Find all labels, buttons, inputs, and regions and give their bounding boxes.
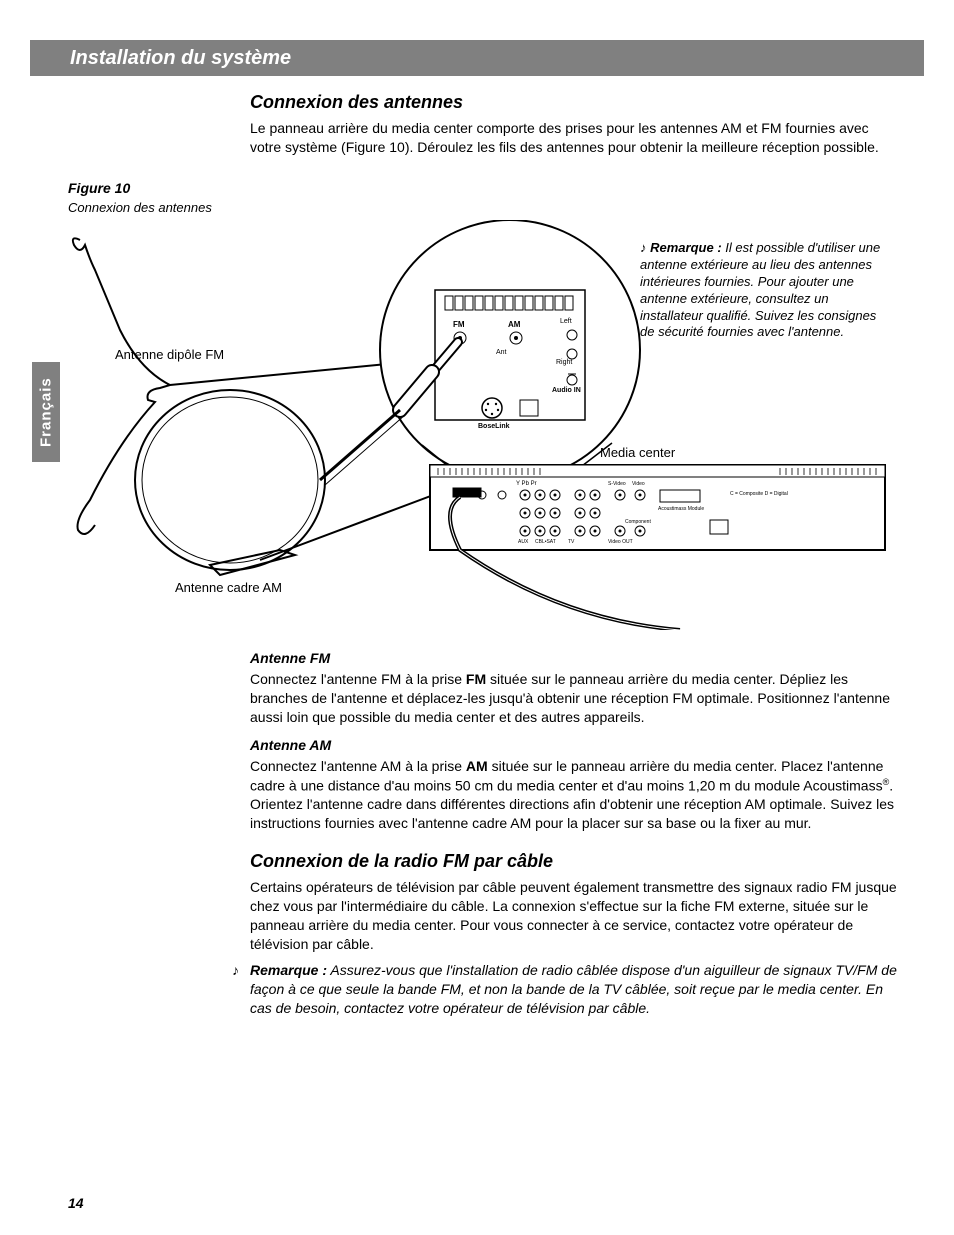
page-number: 14 (68, 1195, 84, 1211)
label-am-loop: Antenne cadre AM (175, 580, 282, 595)
svg-text:Audio IN: Audio IN (552, 387, 581, 394)
svg-text:Component: Component (625, 519, 651, 525)
svg-text:Y Pb Pr: Y Pb Pr (516, 481, 537, 487)
section-title-antennas: Connexion des antennes (250, 92, 900, 113)
svg-text:BoseLink: BoseLink (478, 423, 510, 430)
figure-caption: Figure 10 Connexion des antennes (68, 180, 248, 215)
note-text-body: Assurez-vous que l'installation de radio… (250, 962, 897, 1016)
cable-fm-paragraph: Certains opérateurs de télévision par câ… (250, 878, 900, 954)
figure-number: Figure 10 (68, 180, 248, 196)
fm-paragraph: Connectez l'antenne FM à la prise FM sit… (250, 670, 900, 727)
note-label: Remarque : (250, 962, 327, 978)
svg-text:CBL•SAT: CBL•SAT (535, 539, 556, 545)
svg-text:C = Composite D = Digital: C = Composite D = Digital (730, 491, 788, 497)
section-header-title: Installation du système (70, 47, 291, 70)
figure-title: Connexion des antennes (68, 200, 248, 215)
svg-text:Video: Video (632, 481, 645, 487)
section-title-cable-fm: Connexion de la radio FM par câble (250, 851, 900, 872)
svg-text:Video OUT: Video OUT (608, 539, 633, 545)
label-media-center: Media center (600, 445, 675, 460)
note-cable-fm: ♪ Remarque : Assurez-vous que l'installa… (232, 961, 900, 1018)
music-note-icon: ♪ (232, 961, 250, 980)
am-paragraph: Connectez l'antenne AM à la prise AM sit… (250, 757, 900, 833)
subheading-am: Antenne AM (250, 737, 900, 753)
svg-text:Left: Left (560, 318, 572, 325)
svg-text:Ant: Ant (496, 349, 507, 356)
language-tab: Français (32, 362, 60, 462)
subheading-fm: Antenne FM (250, 650, 900, 666)
intro-block: Connexion des antennes Le panneau arrièr… (250, 92, 900, 165)
figure-10-illustration: FM AM Ant Left Right Audio IN BoseLink (60, 220, 890, 630)
svg-text:Acoustimass Module: Acoustimass Module (658, 506, 704, 512)
intro-paragraph: Le panneau arrière du media center compo… (250, 119, 900, 157)
label-fm-dipole: Antenne dipôle FM (115, 347, 224, 362)
svg-text:AUX: AUX (518, 539, 529, 545)
svg-text:Right: Right (556, 359, 572, 366)
svg-text:TV: TV (568, 539, 575, 545)
svg-text:AM: AM (508, 320, 521, 329)
svg-text:S-Video: S-Video (608, 481, 626, 487)
section-header-bar: Installation du système (30, 40, 924, 76)
lower-text-block: Antenne FM Connectez l'antenne FM à la p… (250, 640, 900, 1018)
svg-text:FM: FM (453, 320, 465, 329)
